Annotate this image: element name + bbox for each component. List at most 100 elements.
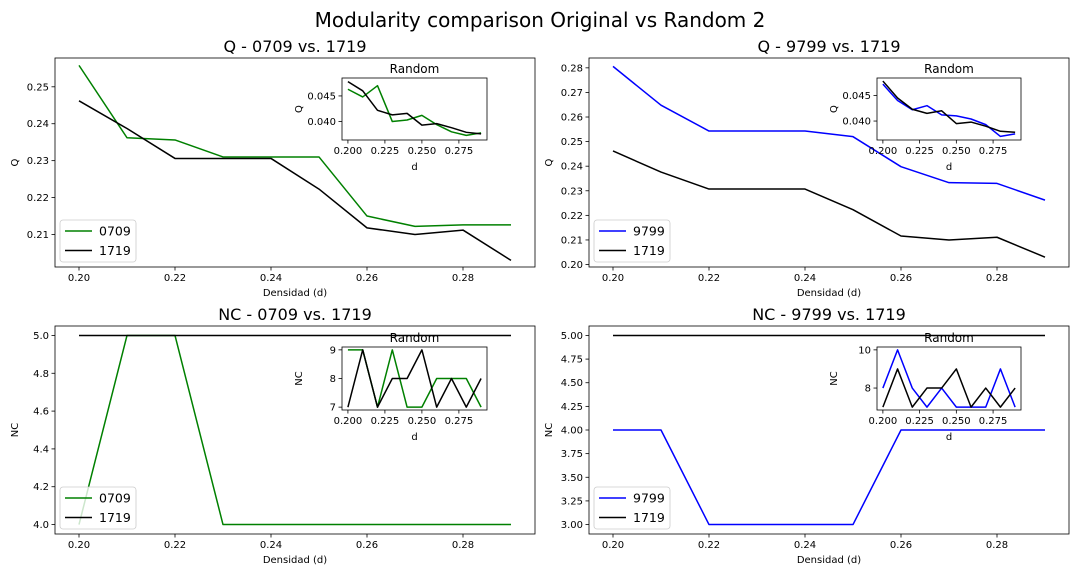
y-tick-label: 4.6	[33, 407, 49, 418]
x-tick-label: 0.26	[356, 540, 378, 551]
inset-q0709: 0.200 0.225 0.250 0.275 0.040 0.045 Random d Q	[294, 62, 488, 173]
legend: 0709 1719	[59, 486, 137, 530]
inset-frame	[341, 77, 488, 141]
x-tick-label: 0.250	[408, 416, 437, 427]
x-tick-label: 0.24	[260, 273, 282, 284]
x-tick-label: 0.26	[890, 540, 912, 551]
y-tick-label: 4.4	[33, 444, 49, 455]
x-tick-label: 0.28	[452, 540, 474, 551]
x-tick-label: 0.200	[869, 416, 898, 427]
legend: 9799 1719	[593, 219, 671, 263]
subplot-q9799: 0.20 0.22 0.24 0.26 0.28 0.20 0.21 0.22 0.23 0.24…	[544, 37, 1070, 299]
inset-nc0709: 0.200 0.225 0.250 0.275 7 8 9 Random d NC	[294, 331, 488, 443]
x-tick-label: 0.200	[334, 146, 363, 157]
x-tick-label: 0.22	[164, 273, 186, 284]
x-tick-label: 0.28	[986, 540, 1008, 551]
chart-title: NC - 0709 vs. 1719	[218, 305, 372, 324]
y-tick-label: 3.75	[561, 449, 583, 460]
y-tick-label: 4.50	[561, 378, 583, 389]
y-tick-label: 4.75	[561, 355, 583, 366]
y-tick-label: 7	[330, 403, 336, 414]
x-tick-label: 0.250	[408, 146, 437, 157]
legend-label-1719: 1719	[99, 243, 131, 258]
x-tick-label: 0.225	[371, 416, 400, 427]
y-tick-label: 0.24	[561, 162, 583, 173]
chart-title: Q - 9799 vs. 1719	[757, 37, 900, 56]
y-tick-label: 5.0	[33, 331, 49, 342]
y-tick-label: 0.25	[27, 82, 49, 93]
inset-series-line-9799	[882, 349, 1016, 408]
y-tick-label: 4.0	[33, 520, 49, 531]
x-axis-label: d	[946, 162, 952, 173]
figure-title: Modularity comparison Original vs Random…	[315, 8, 766, 32]
y-axis-label: NC	[829, 371, 840, 385]
y-axis-label: Q	[544, 158, 555, 166]
y-axis-label: NC	[294, 371, 305, 385]
y-axis-label: NC	[10, 423, 21, 437]
x-axis-label: d	[411, 432, 417, 443]
y-tick-label: 5.00	[561, 331, 583, 342]
y-tick-label: 0.040	[842, 117, 871, 128]
x-axis-label: d	[411, 162, 417, 173]
y-tick-label: 0.22	[27, 193, 49, 204]
inset-series-line-1719	[882, 80, 1016, 134]
x-tick-label: 0.250	[942, 146, 971, 157]
y-tick-label: 4.8	[33, 369, 49, 380]
inset-q9799: 0.200 0.225 0.250 0.275 0.040 0.045 Random d Q	[829, 62, 1022, 173]
inset-series-line-1719	[347, 349, 482, 408]
inset-series-line-9799	[882, 83, 1016, 138]
x-tick-label: 0.24	[794, 540, 816, 551]
y-tick-label: 0.23	[561, 186, 583, 197]
x-tick-label: 0.20	[68, 273, 90, 284]
y-tick-label: 4.2	[33, 482, 49, 493]
y-tick-label: 8	[865, 384, 871, 395]
x-axis-label: Densidad (d)	[797, 288, 861, 299]
series-line-1719	[78, 100, 512, 261]
x-tick-label: 0.28	[452, 273, 474, 284]
y-tick-label: 0.21	[27, 230, 49, 241]
x-axis-label: d	[946, 432, 952, 443]
series-line-9799	[612, 65, 1046, 201]
legend: 9799 1719	[593, 486, 671, 530]
inset-series-line-1719	[347, 80, 482, 135]
legend-label-1719: 1719	[99, 510, 131, 525]
subplot-nc0709: 0.20 0.22 0.24 0.26 0.28 4.0 4.2 4.4 4.6 4.8 5.0 NC…	[10, 305, 536, 566]
y-tick-label: 4.25	[561, 402, 583, 413]
y-tick-label: 0.25	[561, 137, 583, 148]
inset-nc9799: 0.200 0.225 0.250 0.275 8 10 Random d NC	[829, 331, 1022, 443]
y-tick-label: 0.045	[307, 91, 336, 102]
x-tick-label: 0.275	[445, 416, 474, 427]
y-tick-label: 3.25	[561, 496, 583, 507]
y-axis-label: NC	[544, 423, 555, 437]
y-tick-label: 0.23	[27, 156, 49, 167]
x-tick-label: 0.20	[68, 540, 90, 551]
x-tick-label: 0.275	[979, 146, 1008, 157]
subplot-q0709: 0.20 0.22 0.24 0.26 0.28 0.21 0.22 0.23 0.24 0.25…	[10, 37, 536, 299]
legend-label-0709: 0709	[99, 491, 131, 506]
legend-label-1719: 1719	[633, 510, 665, 525]
x-tick-label: 0.24	[794, 273, 816, 284]
inset-series-line-0709	[347, 84, 482, 137]
y-tick-label: 0.24	[27, 119, 49, 130]
inset-title: Random	[924, 331, 974, 345]
y-tick-label: 0.28	[561, 63, 583, 74]
x-tick-label: 0.20	[602, 273, 624, 284]
y-tick-label: 0.045	[842, 91, 871, 102]
series-line-9799	[613, 429, 1045, 526]
x-tick-label: 0.275	[445, 146, 474, 157]
y-axis-label: Q	[294, 105, 305, 113]
axes-frame	[54, 57, 536, 268]
chart-title: NC - 9799 vs. 1719	[752, 305, 906, 324]
x-tick-label: 0.200	[869, 146, 898, 157]
x-tick-label: 0.20	[602, 540, 624, 551]
x-tick-label: 0.200	[334, 416, 363, 427]
y-tick-label: 0.27	[561, 88, 583, 99]
y-tick-label: 8	[330, 374, 336, 385]
x-tick-label: 0.28	[986, 273, 1008, 284]
inset-title: Random	[924, 62, 974, 76]
x-tick-label: 0.225	[371, 146, 400, 157]
x-axis-label: Densidad (d)	[797, 555, 861, 566]
y-tick-label: 0.040	[307, 117, 336, 128]
x-tick-label: 0.26	[890, 273, 912, 284]
